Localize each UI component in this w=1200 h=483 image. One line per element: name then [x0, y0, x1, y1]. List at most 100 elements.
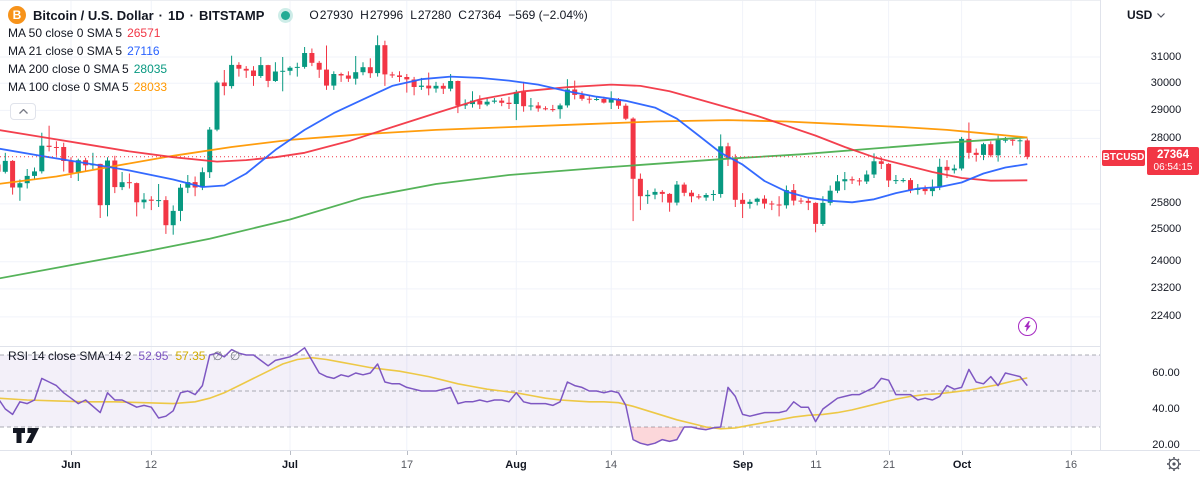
symbol-title[interactable]: Bitcoin / U.S. Dollar — [33, 7, 154, 23]
rsi-sma-value: 57.35 — [175, 349, 206, 363]
pane-divider[interactable] — [0, 346, 1200, 347]
time-tick-mark — [71, 451, 72, 455]
price-chart-canvas[interactable] — [0, 0, 1100, 347]
price-axis-label: 31000 — [1150, 51, 1182, 63]
ma-21-label: MA 21 close 0 SMA 5 — [8, 44, 123, 58]
price-axis-border — [1100, 0, 1101, 450]
open-label: O — [309, 8, 319, 22]
close-label: C — [458, 8, 467, 22]
tradingview-logo[interactable] — [12, 427, 40, 444]
rsi-title: RSI 14 close SMA 14 2 — [8, 349, 132, 363]
chevron-down-icon — [1157, 12, 1166, 18]
price-axis-label: 23200 — [1150, 282, 1182, 294]
time-axis-border — [0, 450, 1200, 451]
price-axis-label: 29000 — [1150, 104, 1182, 116]
ma-100-value: 28033 — [133, 80, 168, 94]
candles[interactable] — [0, 35, 1030, 235]
time-axis-label: Oct — [952, 459, 972, 471]
ma-21-row[interactable]: MA 21 close 0 SMA 5 27116 — [8, 42, 588, 60]
time-tick-mark — [1071, 451, 1072, 455]
bar-countdown: 06:54:15 — [1153, 162, 1193, 173]
exchange-label[interactable]: BITSTAMP — [198, 7, 265, 23]
ma-200-row[interactable]: MA 200 close 0 SMA 5 28035 — [8, 60, 588, 78]
price-axis-label: 22400 — [1150, 310, 1182, 322]
price-axis-label: 28000 — [1150, 132, 1182, 144]
time-axis-label: Aug — [505, 459, 527, 471]
rsi-axis-label: 40.00 — [1152, 403, 1180, 415]
last-price-value: 27364 — [1157, 149, 1189, 161]
time-axis-label: Jul — [282, 459, 298, 471]
collapse-indicators-button[interactable] — [10, 103, 36, 120]
ma-100-row[interactable]: MA 100 close 0 SMA 5 28033 — [8, 78, 588, 96]
time-axis[interactable]: Jun 12 Jul 17 Aug 14 Sep 11 21 Oct 16 — [0, 451, 1200, 483]
low-label: L — [410, 8, 417, 22]
rsi-axis-label: 20.00 — [1152, 439, 1180, 451]
open-value: 27930 — [319, 8, 354, 22]
rsi-chart-canvas[interactable] — [0, 347, 1100, 450]
price-axis-label: 25800 — [1150, 197, 1182, 209]
time-tick-mark — [611, 451, 612, 455]
lightning-bolt-icon — [1024, 321, 1031, 332]
gear-icon — [1167, 457, 1181, 471]
separator-dot: · — [158, 7, 163, 23]
currency-label: USD — [1127, 8, 1153, 22]
chart-legend: B Bitcoin / U.S. Dollar · 1D · BITSTAMP … — [8, 6, 588, 96]
tradingview-logo-icon — [13, 428, 39, 443]
symbol-row: B Bitcoin / U.S. Dollar · 1D · BITSTAMP … — [8, 6, 588, 24]
ma-50-label: MA 50 close 0 SMA 5 — [8, 26, 123, 40]
ma-21-line[interactable] — [0, 75, 1028, 204]
ma-21-value: 27116 — [127, 44, 160, 58]
rsi-null-value: ∅ — [212, 349, 223, 363]
time-tick-mark — [516, 451, 517, 455]
time-axis-label: Jun — [61, 459, 81, 471]
time-axis-label: Sep — [732, 459, 754, 471]
top-border — [0, 0, 1200, 1]
time-axis-label: 14 — [604, 459, 618, 471]
rsi-legend[interactable]: RSI 14 close SMA 14 2 52.95 57.35 ∅ ∅ — [8, 349, 240, 363]
time-axis-label: 17 — [400, 459, 414, 471]
grid-lines — [0, 0, 1100, 347]
rsi-line[interactable] — [0, 347, 1028, 446]
change-value: −569 (−2.04%) — [508, 8, 588, 22]
ohlc-values: O 27930 H 27996 L 27280 C 27364 −569 (−2.04%… — [309, 8, 587, 22]
time-tick-mark — [743, 451, 744, 455]
time-axis-label: 21 — [882, 459, 896, 471]
chart-settings-button[interactable] — [1166, 456, 1182, 472]
time-axis-label: 11 — [810, 459, 822, 471]
price-axis-label: 30000 — [1150, 77, 1182, 89]
market-status-icon[interactable] — [281, 10, 291, 20]
time-tick-mark — [962, 451, 963, 455]
instant-order-button[interactable] — [1018, 317, 1037, 336]
currency-switch-button[interactable]: USD — [1127, 8, 1166, 22]
ticker-price-label: BTCUSD — [1102, 150, 1145, 166]
price-axis-label: 25000 — [1150, 223, 1182, 235]
time-axis-label: 16 — [1064, 459, 1078, 471]
ma-100-line[interactable] — [0, 119, 1028, 185]
high-label: H — [360, 8, 369, 22]
ma-50-value: 26571 — [127, 26, 161, 40]
rsi-value: 52.95 — [138, 349, 169, 363]
interval-label[interactable]: 1D — [167, 7, 185, 23]
chevron-up-icon — [18, 109, 28, 114]
time-axis-label: 12 — [144, 459, 158, 471]
ma-50-line[interactable] — [0, 83, 1028, 182]
time-tick-mark — [407, 451, 408, 455]
bitcoin-logo-icon: B — [8, 6, 26, 24]
ma-50-row[interactable]: MA 50 close 0 SMA 5 26571 — [8, 24, 588, 42]
time-tick-mark — [290, 451, 291, 455]
close-value: 27364 — [467, 8, 502, 22]
rsi-null-value: ∅ — [229, 349, 241, 363]
low-value: 27280 — [417, 8, 452, 22]
ma-200-line[interactable] — [0, 136, 1028, 280]
time-tick-mark — [816, 451, 817, 455]
time-tick-mark — [889, 451, 890, 455]
ma-200-label: MA 200 close 0 SMA 5 — [8, 62, 129, 76]
rsi-axis-label: 60.00 — [1152, 367, 1180, 379]
high-value: 27996 — [369, 8, 404, 22]
ma-100-label: MA 100 close 0 SMA 5 — [8, 80, 129, 94]
ma-200-value: 28035 — [133, 62, 168, 76]
price-axis[interactable]: USD 31000 30000 29000 28000 25800 25000 24000 2… — [1101, 0, 1200, 451]
last-price-badge: 27364 06:54:15 — [1147, 147, 1199, 175]
time-tick-mark — [151, 451, 152, 455]
